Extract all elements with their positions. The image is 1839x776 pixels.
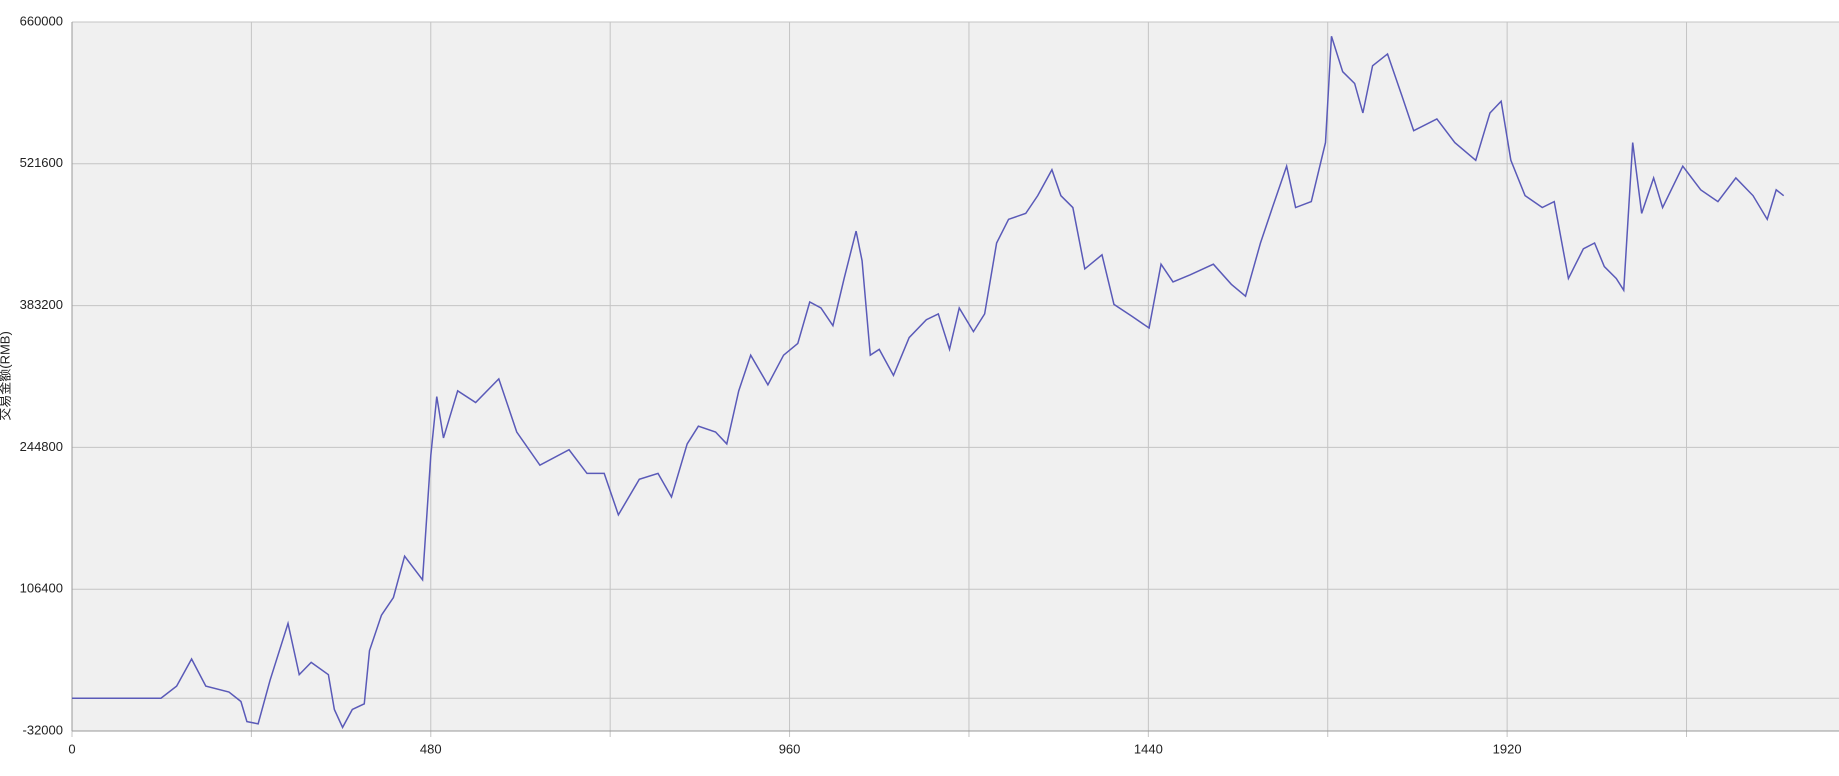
x-tick-label: 1440 [1134,741,1163,756]
y-axis-label: 交易金额(RMB) [0,331,12,421]
line-series [72,36,1785,730]
x-tick-label: 960 [779,741,801,756]
y-tick-label: 660000 [20,13,63,28]
y-tick-label: 383200 [20,297,63,312]
y-tick-label: 521600 [20,155,63,170]
plot-area [72,22,1839,731]
x-tick-label: 0 [68,741,75,756]
y-tick-label: 106400 [20,581,63,596]
x-tick-label: 480 [420,741,442,756]
x-tick-label: 1920 [1493,741,1522,756]
y-tick-label: 244800 [20,439,63,454]
y-tick-label: -32000 [23,722,63,737]
